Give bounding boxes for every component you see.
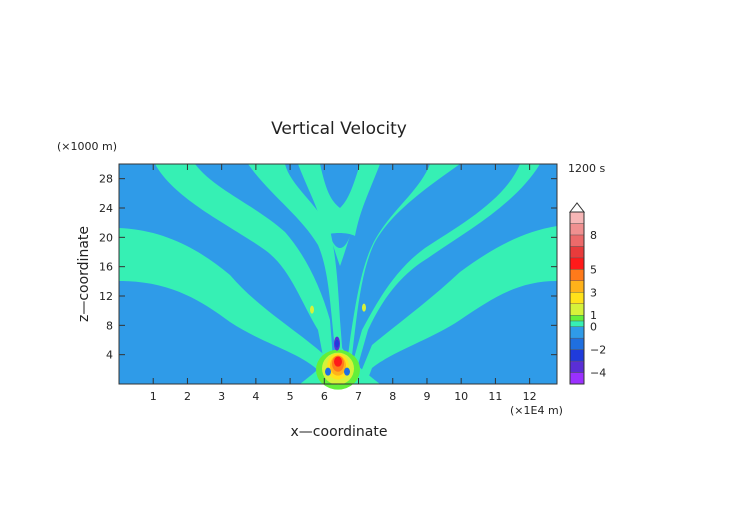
downdraft-cell-2 <box>325 367 331 376</box>
x-tick-label: 8 <box>389 390 396 403</box>
colorbar-label: −4 <box>590 367 606 380</box>
downdraft-cell-1 <box>335 339 339 348</box>
colorbar-level-0 <box>569 372 585 385</box>
updraft-plumes <box>119 164 557 384</box>
y-tick-label: 28 <box>99 173 113 186</box>
side-updraft-0 <box>310 305 314 314</box>
plume-center-lower <box>330 236 350 266</box>
colorbar: 8 5 3 10 −2 −4 <box>568 202 606 385</box>
plume-center <box>298 164 380 236</box>
side-updraft-1 <box>362 303 366 312</box>
plot-frame <box>118 163 558 385</box>
x-tick-label: 10 <box>454 390 468 403</box>
colorbar-label: 5 <box>590 263 597 276</box>
x-tick-label: 3 <box>218 390 225 403</box>
x-axis-label: x—coordinate <box>291 424 388 440</box>
x-tick-label: 2 <box>184 390 191 403</box>
x-tick-label: 5 <box>287 390 294 403</box>
plume-upper-left <box>155 164 334 372</box>
y-tick-label: 8 <box>106 319 113 332</box>
colorbar-level-6 <box>569 315 585 322</box>
core-contour-5 <box>334 356 342 367</box>
chart-title: Vertical Velocity <box>271 119 407 139</box>
y-tick-label: 24 <box>99 202 113 215</box>
x-axis: 1 2 3 4 5 6 7 8 9 10 11 12 <box>150 164 537 403</box>
plume-outer-right <box>356 226 557 384</box>
updraft-core <box>310 303 366 390</box>
colorbar-level-13 <box>569 234 585 247</box>
x-tick-label: 9 <box>423 390 430 403</box>
colorbar-level-12 <box>569 246 585 259</box>
colorbar-level-2 <box>569 349 585 362</box>
downdraft-cell-3 <box>344 367 350 376</box>
colorbar-level-5 <box>569 320 585 327</box>
y-tick-label: 4 <box>106 349 113 362</box>
colorbar-label: 0 <box>590 321 597 334</box>
colorbar-level-3 <box>569 337 585 350</box>
colorbar-label: 1 <box>590 309 597 322</box>
colorbar-level-15 <box>569 211 585 224</box>
x-tick-label: 11 <box>488 390 502 403</box>
colorbar-level-11 <box>569 257 585 270</box>
y-axis-label: z—coordinate <box>76 226 92 322</box>
colorbar-level-9 <box>569 280 585 293</box>
colorbar-extend-arrow <box>568 202 586 213</box>
colorbar-level-10 <box>569 269 585 282</box>
x-tick-label: 6 <box>321 390 328 403</box>
colorbar-label: 3 <box>590 286 597 299</box>
plot-area <box>119 164 557 390</box>
plume-mid-right <box>346 164 460 372</box>
colorbar-level-8 <box>569 292 585 304</box>
y-tick-label: 20 <box>99 231 113 244</box>
y-axis: 4 8 12 16 20 24 28 <box>99 173 557 362</box>
x-unit-label: (×1E4 m) <box>510 404 563 417</box>
colorbar-level-1 <box>569 360 585 373</box>
colorbar-label: 8 <box>590 229 597 242</box>
colorbar-level-7 <box>569 303 585 316</box>
colorbar-level-4 <box>569 326 585 339</box>
time-label: 1200 s <box>568 162 605 175</box>
x-tick-label: 12 <box>523 390 537 403</box>
x-tick-label: 1 <box>150 390 157 403</box>
y-tick-label: 12 <box>99 290 113 303</box>
plume-outer-left <box>119 228 338 384</box>
colorbar-label: −2 <box>590 344 606 357</box>
y-tick-label: 16 <box>99 261 113 274</box>
y-unit-label: (×1000 m) <box>57 140 117 153</box>
x-tick-label: 7 <box>355 390 362 403</box>
colorbar-level-14 <box>569 223 585 236</box>
plume-upper-right <box>350 164 540 372</box>
x-tick-label: 4 <box>252 390 259 403</box>
colorbar-frame <box>569 211 585 385</box>
